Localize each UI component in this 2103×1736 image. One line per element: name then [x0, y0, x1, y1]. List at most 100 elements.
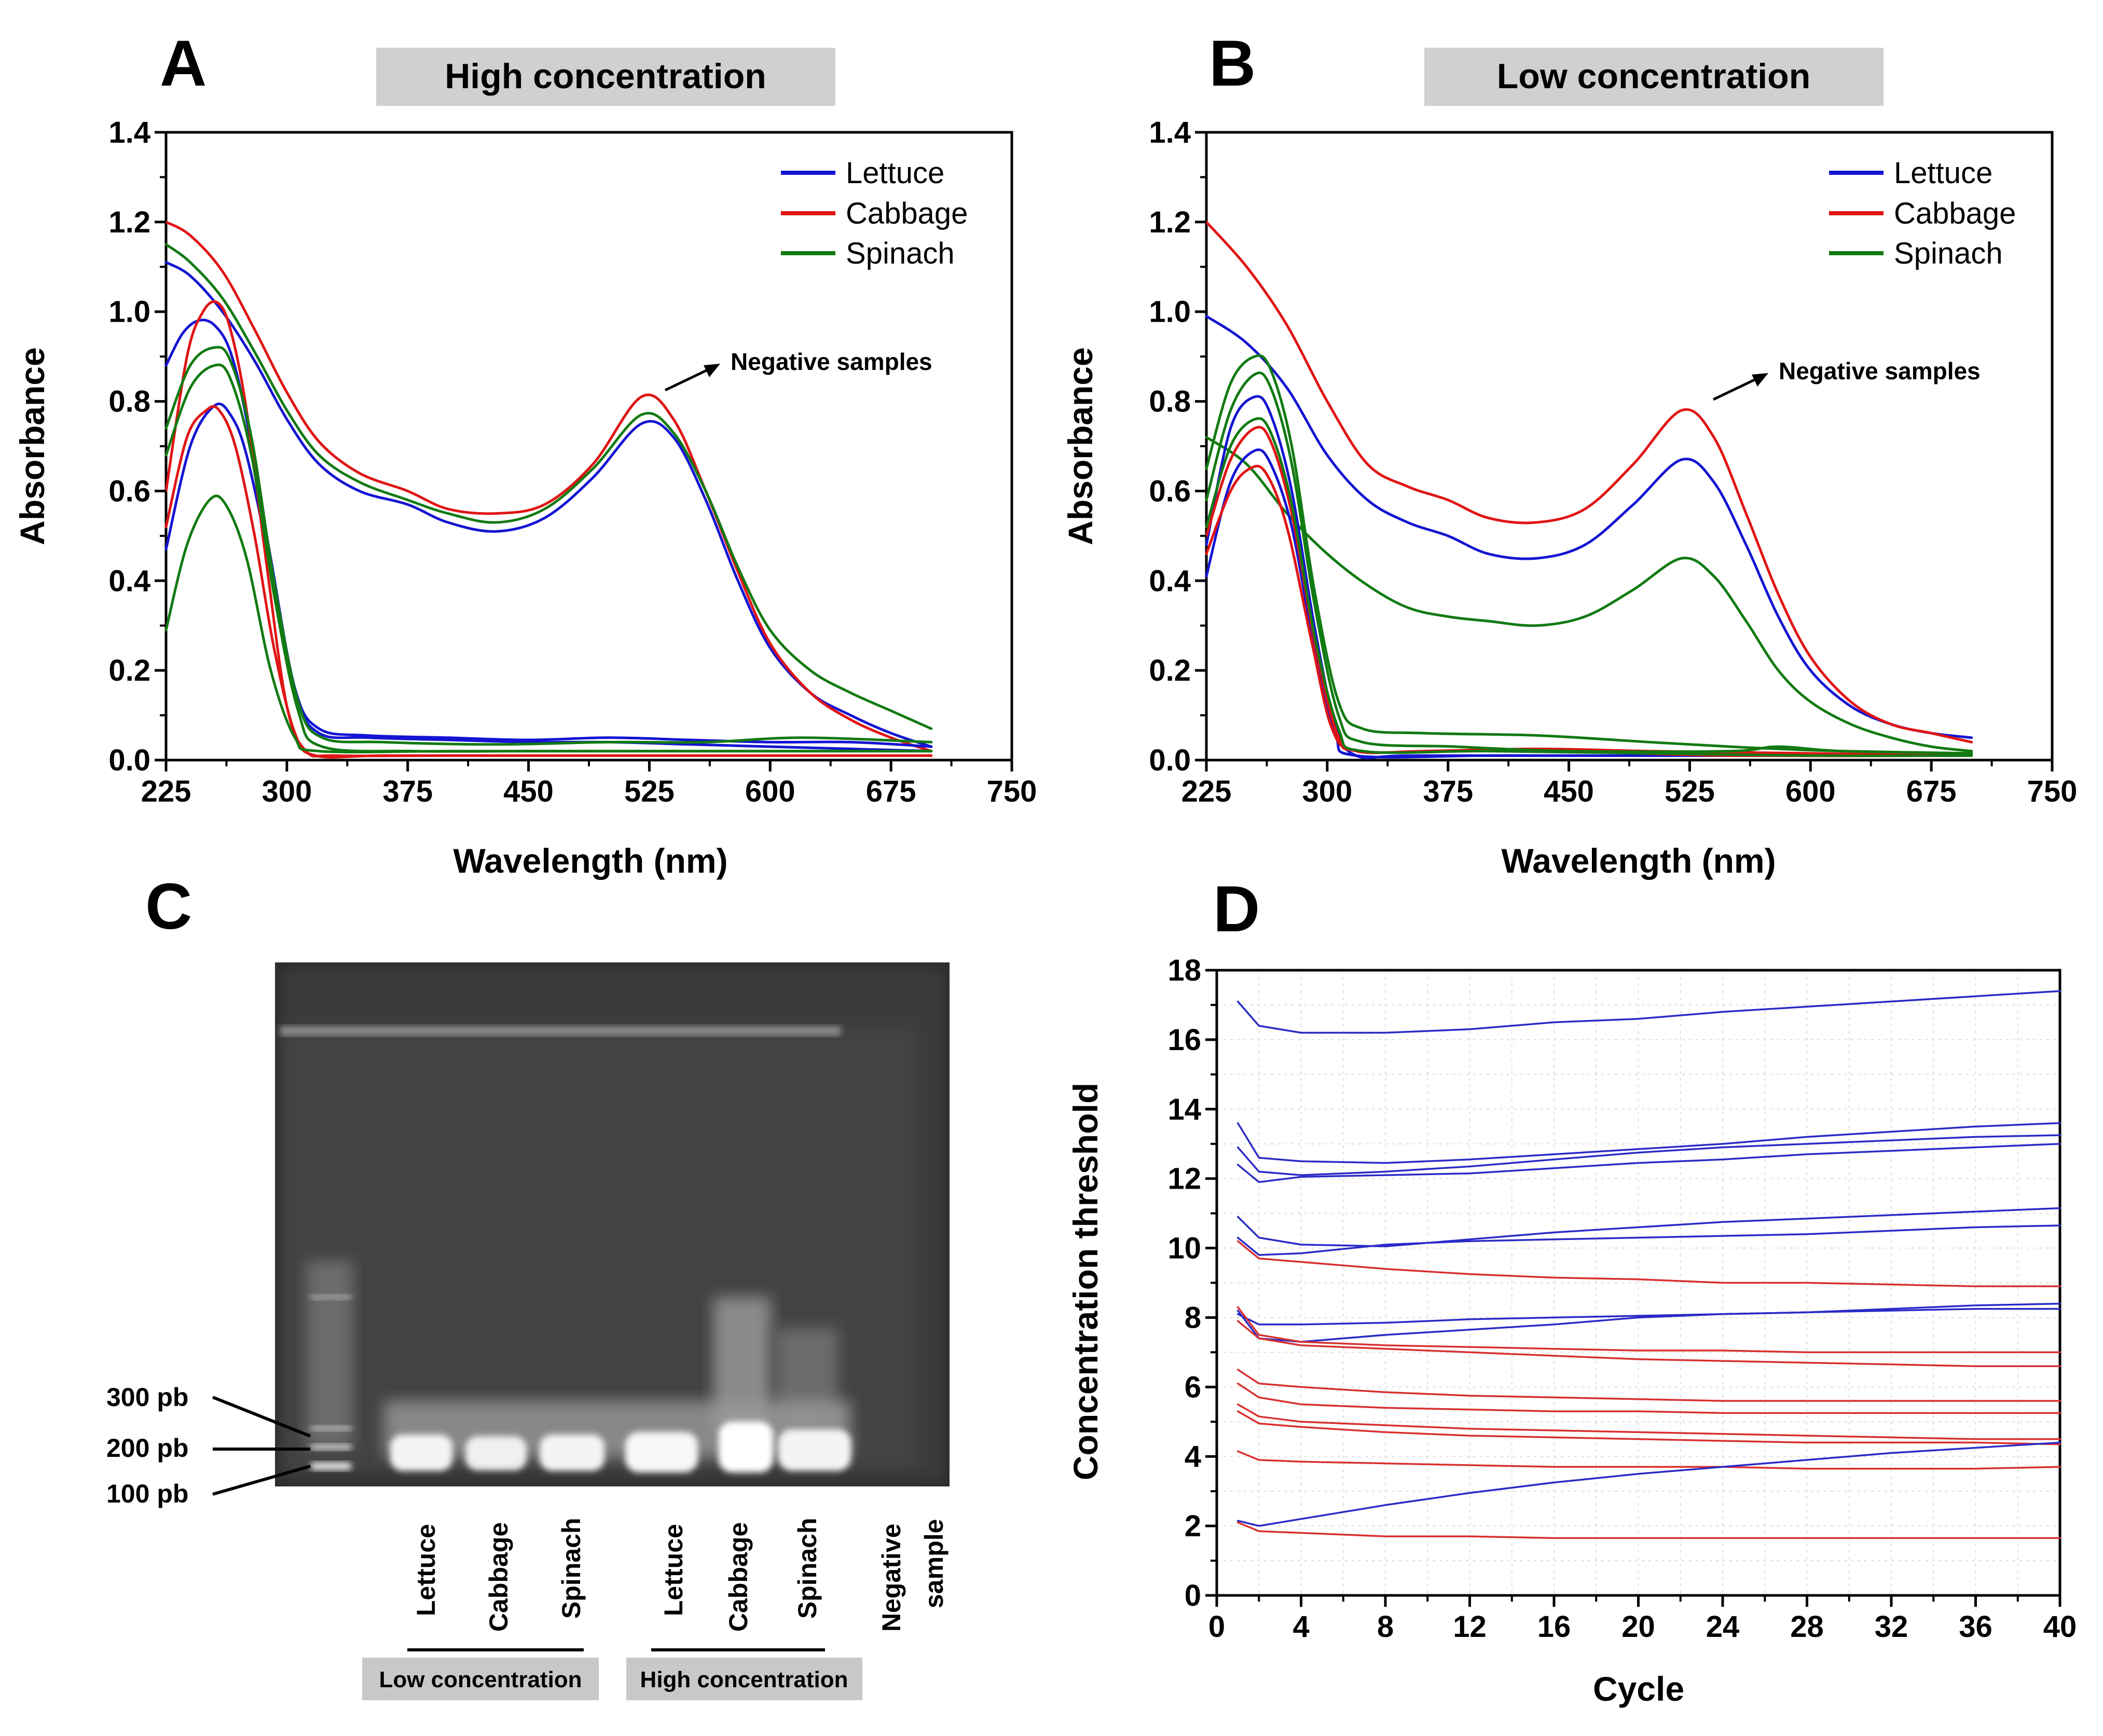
lane-label-sample: sample: [919, 1519, 949, 1608]
series-line-d-12: [1236, 1369, 2061, 1402]
x-ticks-b: 225 300 375 450 525 600 675 750: [1181, 760, 2078, 808]
y-tick-label: 0: [1185, 1579, 1201, 1613]
y-tick-label: 0.6: [108, 474, 150, 508]
x-tick-label: 450: [1544, 775, 1594, 808]
series-line-d-4: [1236, 1142, 2061, 1183]
lane-label-lettuce-high: Lettuce: [659, 1524, 688, 1616]
y-tick-label: 0.4: [108, 564, 150, 598]
x-tick-label: 525: [1665, 775, 1715, 808]
y-tick-label: 1.0: [1149, 295, 1191, 329]
x-tick-label: 20: [1621, 1610, 1655, 1644]
size-pointer-300: [212, 1396, 311, 1438]
group-box-low: [362, 1658, 599, 1700]
y-tick-label: 8: [1185, 1301, 1201, 1334]
group-label-low: Low concentration: [379, 1667, 582, 1692]
ladder-band-100: [310, 1462, 352, 1470]
annotation-negative-b: Negative samples: [1779, 357, 1981, 384]
series-line-d-6: [1236, 1224, 2061, 1256]
lane-label-spinach-high: Spinach: [793, 1518, 822, 1619]
series-group-b: [1205, 221, 1973, 760]
series-line-d-8: [1236, 1307, 2061, 1326]
x-tick-label: 8: [1377, 1610, 1394, 1644]
grid-d: [1217, 970, 2060, 1595]
series-line-a-8: [164, 346, 933, 746]
legend-label-cabbage-a: Cabbage: [846, 197, 968, 230]
series-line-b-10: [1205, 417, 1973, 757]
y-axis-label-d: Concentration threshold: [1066, 1083, 1105, 1480]
legend-label-spinach-b: Spinach: [1894, 237, 2003, 270]
size-label-300: 300 pb: [106, 1383, 188, 1412]
y-tick-label: 0.8: [108, 385, 150, 419]
series-line-d-5: [1236, 1207, 2061, 1247]
series-line-b-1: [1205, 314, 1973, 739]
series-line-a-1: [164, 261, 933, 748]
lane-label-lettuce-low: Lettuce: [411, 1524, 441, 1616]
y-tick-label: 1.0: [108, 295, 150, 329]
y-ticks-b: 0.0 0.2 0.4 0.6 0.8 1.0 1.2 1.4: [1149, 116, 1206, 777]
panel-letter-c: C: [145, 871, 192, 943]
x-tick-label: 600: [745, 775, 795, 808]
series-line-b-6: [1205, 464, 1973, 757]
legend-label-lettuce-a: Lettuce: [846, 156, 944, 190]
x-tick-label: 750: [2027, 775, 2078, 808]
series-line-a-2: [164, 221, 933, 753]
series-group-a: [164, 221, 933, 759]
series-line-d-1: [1236, 990, 2061, 1034]
gel-image: [275, 962, 950, 1486]
x-tick-label: 40: [2043, 1610, 2077, 1644]
series-line-d-10: [1236, 1306, 2061, 1354]
y-tick-label: 1.2: [1149, 205, 1191, 239]
x-axis-label-b: Wavelength (nm): [1501, 842, 1776, 880]
x-tick-label: 28: [1790, 1610, 1824, 1644]
y-tick-label: 1.4: [1149, 116, 1191, 149]
x-tick-label: 300: [1302, 775, 1352, 808]
x-tick-label: 225: [141, 775, 191, 808]
series-line-d-3: [1236, 1134, 2061, 1176]
title-box-a: [376, 48, 835, 106]
y-tick-label: 6: [1185, 1370, 1201, 1404]
y-tick-label: 0.6: [1149, 474, 1191, 508]
series-line-a-3: [164, 243, 933, 730]
gel-band-lane-5: [719, 1422, 773, 1472]
y-tick-label: 16: [1167, 1023, 1201, 1057]
series-line-d-18: [1236, 1521, 2061, 1539]
gel-glow: [280, 968, 944, 1481]
series-line-d-16: [1236, 1450, 2061, 1470]
series-line-d-17: [1236, 1441, 2061, 1527]
annotation-arrowhead-a: [704, 364, 720, 377]
y-tick-label: 0.0: [1149, 743, 1191, 777]
gel-band-lane-2: [465, 1436, 527, 1470]
lane-label-cabbage-low: Cabbage: [484, 1522, 513, 1632]
y-tick-label: 14: [1167, 1093, 1201, 1126]
panel-b: B Low concentration 0.0 0.2 0.4 0.6 0.8 1.0 1.…: [1061, 27, 2077, 880]
x-tick-label: 375: [382, 775, 433, 808]
y-ticks-a: 0.0 0.2 0.4 0.6 0.8 1.0 1.2 1.4: [108, 116, 166, 777]
y-tick-label: 1.4: [108, 116, 150, 149]
ladder-band-200: [310, 1444, 352, 1450]
y-tick-label: 0.2: [108, 654, 150, 687]
y-axis-label-a: Absorbance: [13, 347, 51, 545]
series-line-a-10: [164, 494, 933, 754]
annotation-arrowhead-b: [1752, 373, 1768, 387]
panel-a: A High concentration 0.0 0.2 0.4 0.6 0.8 1.0 1…: [13, 27, 1037, 880]
y-ticks-d: 0 2 4 6 8 10 12 14 16 18: [1167, 954, 1217, 1613]
series-group-d: [1236, 990, 2061, 1539]
annotation-arrow-b: [1712, 375, 1763, 401]
series-line-d-7: [1236, 1240, 2061, 1287]
x-ticks-d: 0 4 8 12 16 20 24 28 32 36 40: [1208, 1595, 2077, 1644]
x-tick-label: 375: [1423, 775, 1473, 808]
panel-letter-a: A: [160, 27, 207, 100]
panel-c: C 300 pb 200 pb 100 pb: [106, 871, 950, 1700]
x-tick-label: 32: [1875, 1610, 1908, 1644]
y-tick-label: 2: [1185, 1509, 1201, 1543]
x-tick-label: 24: [1706, 1610, 1740, 1644]
x-tick-label: 675: [866, 775, 916, 808]
size-label-200: 200 pb: [106, 1434, 188, 1463]
y-tick-label: 0.4: [1149, 564, 1191, 598]
annotation-arrow-a: [664, 365, 715, 392]
x-tick-label: 525: [624, 775, 675, 808]
gel-band-lane-6: [778, 1429, 851, 1471]
series-line-b-9: [1205, 371, 1973, 755]
y-tick-label: 0.0: [108, 743, 150, 777]
